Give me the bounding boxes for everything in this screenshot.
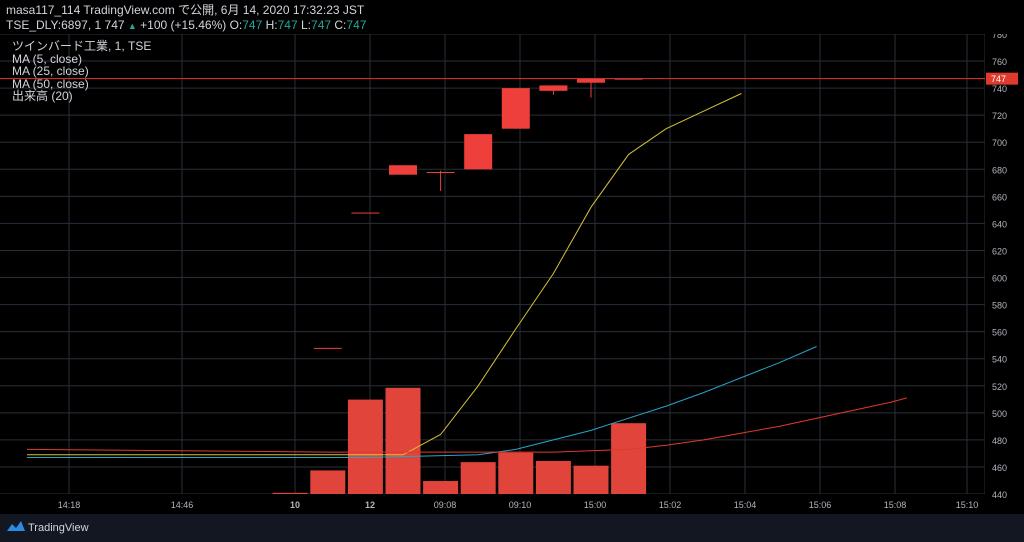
symbol-label: TSE_DLY:6897, 1	[6, 18, 102, 32]
time-tick-label: 15:06	[809, 500, 832, 510]
close-label: C:	[334, 18, 347, 32]
price-tick-label: 700	[992, 138, 1007, 148]
volume-bar	[573, 465, 609, 494]
price-tick-label: 460	[992, 463, 1007, 473]
volume-bar	[385, 387, 421, 494]
price-tick-label: 500	[992, 409, 1007, 419]
candle-body	[389, 165, 417, 175]
time-tick-label: 12	[365, 500, 375, 510]
open-value: 747	[242, 18, 263, 32]
time-tick-label: 09:08	[434, 500, 457, 510]
close-value: 747	[346, 18, 367, 32]
open-label: O:	[229, 18, 243, 32]
legend-symbol[interactable]: ツインバード工業, 1, TSE	[12, 39, 152, 53]
time-tick-label: 15:00	[584, 500, 607, 510]
volume-bar	[460, 462, 496, 494]
legend-ma25[interactable]: MA (25, close)	[12, 64, 89, 79]
price-tick-label: 560	[992, 328, 1007, 338]
legend-volume[interactable]: 出来高 (20)	[12, 89, 73, 104]
candle-body	[426, 172, 455, 173]
price-tick-label: 520	[992, 382, 1007, 392]
ma25-line	[27, 346, 817, 458]
time-tick-label: 15:08	[884, 500, 907, 510]
time-axis-bg	[0, 494, 985, 514]
candle-body	[464, 134, 493, 170]
candle-body	[351, 212, 380, 214]
price-axis[interactable]: 440 460 480 500 520 540 560 580 600 620 640 660 680 7…	[985, 34, 1024, 514]
indicator-legend: ツインバード工業, 1, TSE MA (5, close) MA (25, c…	[12, 40, 151, 103]
volume-bar	[347, 399, 383, 494]
footer-bar	[0, 514, 1024, 542]
high-label: H:	[265, 18, 278, 32]
legend-ma50[interactable]: MA (50, close)	[12, 76, 89, 91]
time-tick-label: 14:18	[58, 500, 81, 510]
time-tick-label: 15:04	[734, 500, 757, 510]
price-tick-label: 740	[992, 84, 1007, 94]
price-axis-bg	[985, 34, 1024, 514]
publish-info: masa117_114 TradingView.com で公開, 6月 14, …	[6, 3, 365, 17]
change-value: +100 (+15.46%)	[140, 18, 227, 32]
volume-bar	[498, 452, 534, 494]
tradingview-logo-icon	[7, 521, 25, 531]
candle-body	[501, 88, 530, 129]
volume-bars	[272, 387, 647, 494]
price-tick-label: 580	[992, 301, 1007, 311]
price-tick-label: 780	[992, 34, 1007, 40]
price-tick-label: 680	[992, 165, 1007, 175]
time-tick-label: 09:10	[509, 500, 532, 510]
price-tick-label: 540	[992, 355, 1007, 365]
last-price-badge	[986, 72, 1018, 85]
ma5-line	[27, 93, 742, 456]
time-tick-label: 10	[290, 500, 300, 510]
price-chart[interactable]: 440 460 480 500 520 540 560 580 600 620 640 660 680 7…	[0, 34, 1024, 514]
last-price-badge-label: 747	[991, 74, 1006, 84]
price-tick-label: 760	[992, 57, 1007, 67]
candle-body	[313, 347, 342, 349]
volume-bar	[272, 492, 308, 494]
ma50-line	[26, 397, 907, 453]
ohlc-line: TSE_DLY:6897, 1 747 ▲ +100 (+15.46%) O:7…	[6, 18, 366, 33]
price-tick-label: 480	[992, 436, 1007, 446]
up-triangle-icon: ▲	[127, 21, 137, 31]
high-value: 747	[277, 18, 298, 32]
tradingview-brand: TradingView	[28, 522, 89, 534]
price-tick-label: 720	[992, 111, 1007, 121]
volume-bar	[611, 423, 647, 494]
price-tick-label: 640	[992, 219, 1007, 229]
time-tick-label: 15:02	[659, 500, 682, 510]
low-value: 747	[311, 18, 332, 32]
volume-bar	[423, 481, 459, 494]
price-tick-label: 660	[992, 192, 1007, 202]
chart-header: masa117_114 TradingView.com で公開, 6月 14, …	[0, 0, 1024, 34]
time-axis[interactable]: 14:18 14:46 10 12 09:08 09:10 15:00 15:02 15:04 1…	[0, 494, 985, 514]
grid	[0, 34, 986, 514]
low-label: L:	[301, 18, 312, 32]
price-tick-label: 440	[992, 490, 1007, 500]
price-tick-label: 600	[992, 274, 1007, 284]
candle-body	[577, 78, 605, 83]
candle-body	[539, 85, 568, 91]
last-price: 747	[104, 18, 125, 32]
time-tick-label: 15:10	[956, 500, 979, 510]
moving-averages	[0, 78, 985, 458]
candles	[313, 78, 643, 349]
legend-ma5[interactable]: MA (5, close)	[12, 51, 83, 66]
volume-bar	[535, 460, 571, 494]
candle-body	[614, 78, 643, 80]
volume-bar	[310, 470, 346, 494]
price-tick-label: 620	[992, 246, 1007, 256]
time-tick-label: 14:46	[171, 500, 194, 510]
